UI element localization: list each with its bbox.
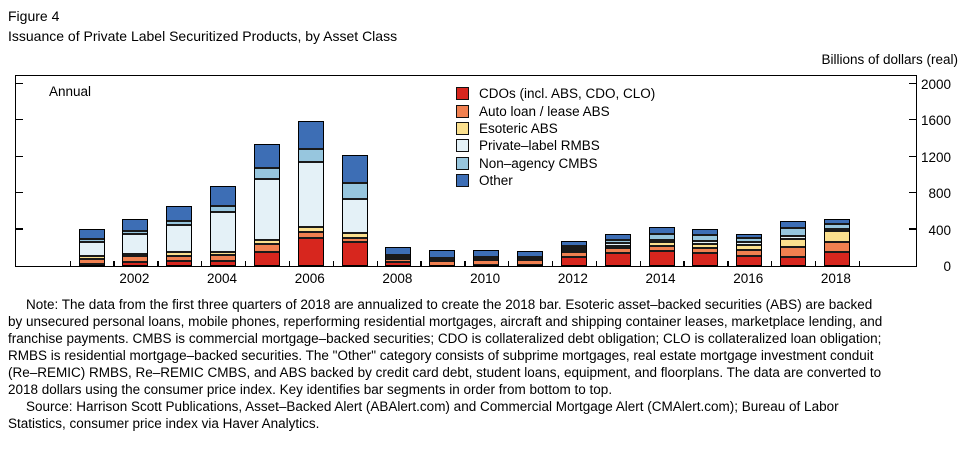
y-axis-label-2000: 2000 bbox=[920, 77, 951, 92]
legend-item: Esoteric ABS bbox=[456, 120, 655, 137]
x-tick bbox=[464, 261, 466, 266]
x-tick bbox=[815, 261, 817, 266]
y-axis-label-1600: 1600 bbox=[920, 113, 951, 129]
figure-header: Figure 4 Issuance of Private Label Secur… bbox=[8, 6, 397, 46]
y-tick-left bbox=[16, 228, 23, 230]
x-axis-label-2012: 2012 bbox=[557, 271, 588, 286]
source-line: Source: Harrison Scott Publications, Ass… bbox=[26, 399, 839, 414]
bar-2002 bbox=[122, 219, 149, 266]
y-axis-label-400: 400 bbox=[928, 222, 951, 238]
bar-2011 bbox=[517, 251, 543, 266]
x-axis-label-2006: 2006 bbox=[294, 271, 325, 286]
legend-item: CDOs (incl. ABS, CDO, CLO) bbox=[456, 85, 655, 102]
bar-2014 bbox=[648, 227, 675, 266]
note-line: RMBS is residential mortgage–backed secu… bbox=[8, 348, 874, 363]
legend-swatch bbox=[456, 87, 469, 101]
bar-2013 bbox=[604, 234, 631, 266]
y-tick-right bbox=[909, 155, 916, 157]
y-axis-label-0: 0 bbox=[943, 259, 951, 274]
x-tick bbox=[244, 261, 247, 266]
x-tick bbox=[639, 261, 641, 266]
y-tick-left bbox=[16, 82, 23, 84]
legend-swatch bbox=[456, 104, 469, 118]
x-axis-label-2008: 2008 bbox=[382, 271, 413, 286]
legend-swatch bbox=[456, 174, 469, 188]
legend-label: Private–label RMBS bbox=[479, 138, 600, 154]
legend-swatch bbox=[456, 139, 469, 153]
y-tick-right bbox=[909, 119, 916, 121]
x-tick bbox=[551, 261, 554, 266]
x-tick bbox=[113, 261, 115, 266]
note-line: franchise payments. CMBS is commercial m… bbox=[8, 331, 882, 346]
bar-segment-2007 bbox=[341, 198, 368, 233]
legend-swatch bbox=[456, 156, 469, 170]
bar-2017 bbox=[780, 220, 807, 266]
y-axis-units-label: Billions of dollars (real) bbox=[821, 52, 958, 67]
x-axis-label-2014: 2014 bbox=[645, 271, 676, 286]
x-tick bbox=[376, 261, 378, 266]
figure-notes: Note: The data from the first three quar… bbox=[8, 296, 956, 432]
x-tick bbox=[727, 261, 729, 266]
legend-item: Non–agency CMBS bbox=[456, 155, 655, 172]
x-tick bbox=[332, 261, 334, 266]
legend-label: Auto loan / lease ABS bbox=[479, 103, 610, 119]
y-tick-right bbox=[909, 228, 916, 230]
x-axis-label-2004: 2004 bbox=[207, 271, 238, 286]
bar-2010 bbox=[473, 250, 500, 266]
legend-swatch bbox=[456, 121, 469, 135]
figure-title: Issuance of Private Label Securitized Pr… bbox=[8, 28, 398, 44]
x-tick bbox=[157, 261, 159, 266]
x-tick bbox=[771, 261, 773, 266]
bar-2008 bbox=[385, 247, 412, 266]
figure-label: Figure 4 bbox=[8, 8, 60, 24]
legend-label: Non–agency CMBS bbox=[479, 155, 598, 171]
y-tick-left bbox=[16, 155, 23, 157]
x-tick bbox=[683, 261, 685, 266]
bar-2005 bbox=[253, 144, 280, 266]
legend-item: Private–label RMBS bbox=[456, 137, 655, 154]
note-line: (Re–REMIC) RMBS, Re–REMIC CMBS, and ABS … bbox=[8, 365, 882, 380]
legend-label: Other bbox=[479, 173, 513, 189]
x-tick bbox=[288, 261, 291, 266]
note-line: Note: The data from the first three quar… bbox=[26, 297, 873, 312]
frequency-label: Annual bbox=[49, 84, 92, 99]
legend-item: Other bbox=[456, 172, 655, 189]
bar-2004 bbox=[210, 185, 237, 266]
y-axis-label-800: 800 bbox=[928, 186, 951, 202]
x-tick bbox=[595, 261, 598, 266]
bar-2016 bbox=[736, 234, 763, 266]
y-tick-left bbox=[16, 119, 23, 121]
bar-2003 bbox=[166, 205, 193, 266]
bar-2009 bbox=[429, 250, 456, 266]
bar-2012 bbox=[560, 240, 587, 266]
x-axis-label-2018: 2018 bbox=[820, 271, 851, 286]
legend-label: Esoteric ABS bbox=[479, 120, 558, 136]
source-line: Statistics, consumer price index via Hav… bbox=[8, 416, 320, 431]
x-tick bbox=[69, 261, 71, 266]
x-axis-label-2010: 2010 bbox=[470, 271, 501, 286]
x-tick bbox=[508, 261, 510, 266]
x-axis-label-2002: 2002 bbox=[119, 271, 150, 286]
bar-2006 bbox=[297, 121, 324, 266]
y-tick-right bbox=[909, 82, 916, 84]
x-axis-label-2016: 2016 bbox=[733, 271, 764, 286]
plot-area: Annual CDOs (incl. ABS, CDO, CLO) Auto lo… bbox=[15, 75, 917, 267]
note-line: by unsecured personal loans, mobile phon… bbox=[8, 314, 883, 329]
x-tick bbox=[420, 261, 422, 266]
x-tick bbox=[201, 261, 203, 266]
y-tick-right bbox=[909, 191, 916, 194]
y-tick-left bbox=[16, 191, 23, 194]
bar-2001 bbox=[78, 228, 105, 266]
legend-label: CDOs (incl. ABS, CDO, CLO) bbox=[479, 86, 656, 102]
y-axis-label-1200: 1200 bbox=[920, 149, 951, 165]
bar-2018 bbox=[823, 219, 850, 266]
legend-item: Auto loan / lease ABS bbox=[456, 102, 655, 119]
legend: CDOs (incl. ABS, CDO, CLO) Auto loan / le… bbox=[456, 85, 655, 189]
x-tick bbox=[858, 261, 861, 266]
bar-2015 bbox=[692, 229, 719, 266]
note-line: 2018 dollars using the consumer price in… bbox=[8, 382, 613, 397]
bar-2007 bbox=[341, 155, 368, 266]
